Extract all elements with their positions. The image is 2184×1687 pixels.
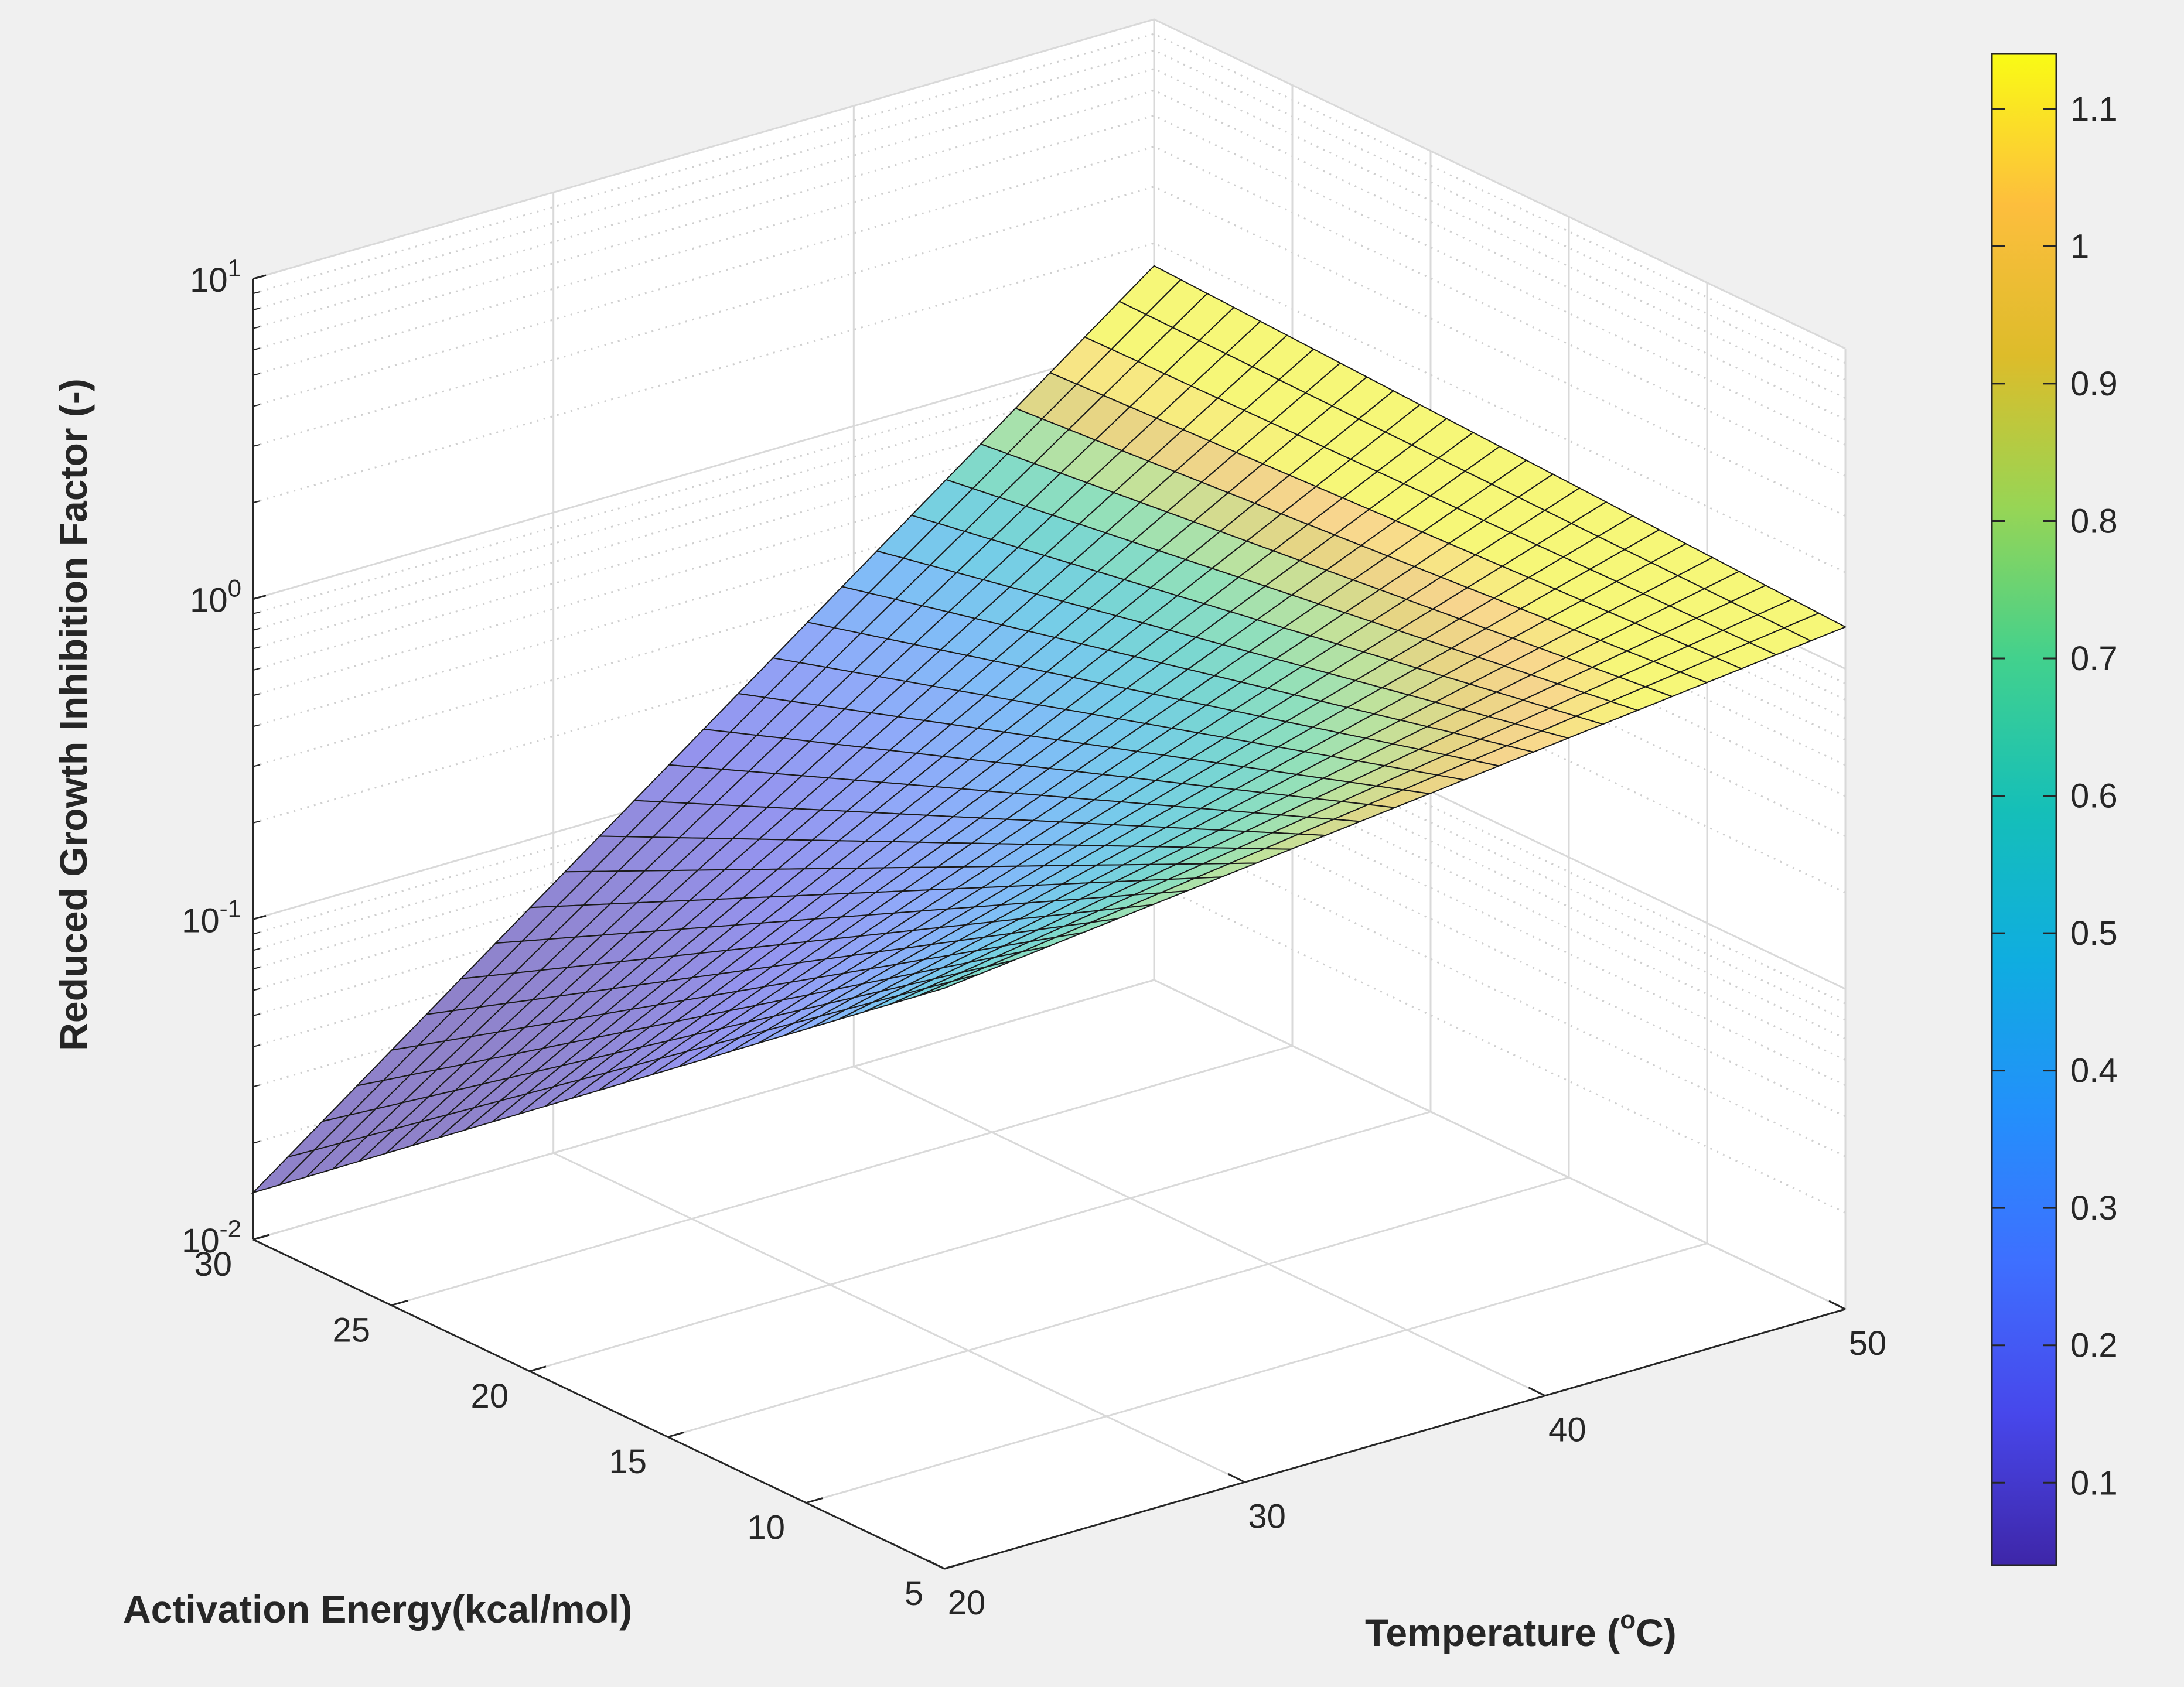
y-tick-mark — [667, 1431, 685, 1438]
z-minor-tick — [252, 326, 261, 329]
x-axis-label: Temperature (oC) — [1365, 1606, 1677, 1654]
colorbar-tick-label: 0.7 — [2070, 640, 2118, 678]
y-axis-label: Activation Energy(kcal/mol) — [123, 1587, 632, 1631]
x-axis-line — [944, 1308, 1846, 1570]
z-minor-tick — [252, 291, 261, 294]
colorbar-tick-label: 0.2 — [2070, 1327, 2118, 1365]
y-tick-label: 15 — [609, 1443, 647, 1481]
z-minor-tick — [252, 373, 261, 376]
colorbar-tick-label: 0.6 — [2070, 777, 2118, 815]
z-tick-mark — [252, 595, 267, 600]
surface-cell — [917, 974, 980, 997]
colorbar-tick-label: 0.5 — [2070, 914, 2118, 952]
z-minor-tick — [252, 820, 261, 824]
z-minor-tick — [252, 1044, 261, 1047]
y-tick-mark — [944, 1563, 961, 1570]
z-minor-tick — [252, 347, 261, 351]
axis-titles: Reduced Growth Inhibition Factor (-) Act… — [52, 378, 1677, 1654]
z-tick-mark — [252, 914, 267, 920]
z-minor-tick — [252, 764, 261, 767]
colorbar-scale — [1991, 53, 2057, 1566]
x-tick-mark — [1828, 1300, 1846, 1310]
y-tick-mark — [529, 1365, 547, 1372]
x-tick-mark — [1227, 1473, 1245, 1483]
y-tick-label: 25 — [332, 1311, 370, 1349]
z-minor-tick — [252, 1140, 261, 1144]
z-minor-tick — [252, 724, 261, 728]
z-minor-tick — [252, 308, 261, 310]
z-minor-tick — [252, 500, 261, 504]
floor-pane — [253, 980, 1845, 1569]
x-tick-mark — [1528, 1387, 1546, 1397]
z-minor-tick — [252, 404, 261, 407]
z-minor-tick — [252, 693, 261, 696]
y-axis-line — [252, 1238, 945, 1570]
z-minor-tick — [252, 988, 261, 991]
colorbar: 0.1 0.2 0.3 0.4 0.5 0.6 0.7 0.8 0.9 1 1.1 — [1991, 53, 2118, 1566]
colorbar-tick-label: 0.9 — [2070, 365, 2118, 403]
colorbar-ticks: 0.1 0.2 0.3 0.4 0.5 0.6 0.7 0.8 0.9 1 1.1 — [1992, 90, 2118, 1502]
y-tick-label: 10 — [747, 1509, 785, 1547]
colorbar-tick-label: 0.1 — [2070, 1464, 2118, 1502]
y-tick-mark — [391, 1299, 408, 1306]
x-tick-label: 20 — [948, 1584, 986, 1622]
colorbar-tick-label: 0.3 — [2070, 1189, 2118, 1227]
colorbar-tick-label: 1.1 — [2070, 90, 2118, 128]
z-minor-tick — [252, 931, 261, 935]
x-tick-label: 50 — [1849, 1324, 1887, 1362]
z-minor-tick — [252, 611, 261, 614]
z-axis-label: Reduced Growth Inhibition Factor (-) — [52, 378, 95, 1051]
colorbar-tick-label: 1 — [2070, 227, 2089, 265]
z-minor-tick — [252, 1013, 261, 1016]
z-minor-tick — [252, 1084, 261, 1088]
z-tick-label: 10-1 — [182, 894, 241, 940]
z-minor-tick — [252, 627, 261, 631]
y-tick-mark — [252, 1234, 270, 1241]
y-tick-label: 5 — [905, 1575, 923, 1613]
z-tick-label: 101 — [190, 254, 241, 299]
y-tick-label: 20 — [470, 1377, 509, 1415]
z-minor-tick — [252, 667, 261, 671]
z-tick-label: 10-2 — [182, 1215, 241, 1260]
z-tick-mark — [252, 274, 267, 280]
surface-mesh — [251, 265, 1847, 1194]
axes-3d — [252, 18, 1847, 1570]
y-tick-mark — [806, 1497, 823, 1504]
z-minor-tick — [252, 443, 261, 447]
z-minor-tick — [252, 948, 261, 951]
colorbar-tick-label: 0.4 — [2070, 1052, 2118, 1090]
x-tick-mark — [927, 1559, 945, 1570]
z-tick-label: 100 — [190, 575, 241, 620]
x-tick-label: 40 — [1548, 1411, 1586, 1449]
y-tick-label: 30 — [194, 1245, 232, 1283]
z-minor-tick — [252, 967, 261, 969]
colorbar-tick-label: 0.8 — [2070, 502, 2118, 540]
z-minor-tick — [252, 646, 261, 650]
x-tick-label: 30 — [1248, 1497, 1286, 1535]
